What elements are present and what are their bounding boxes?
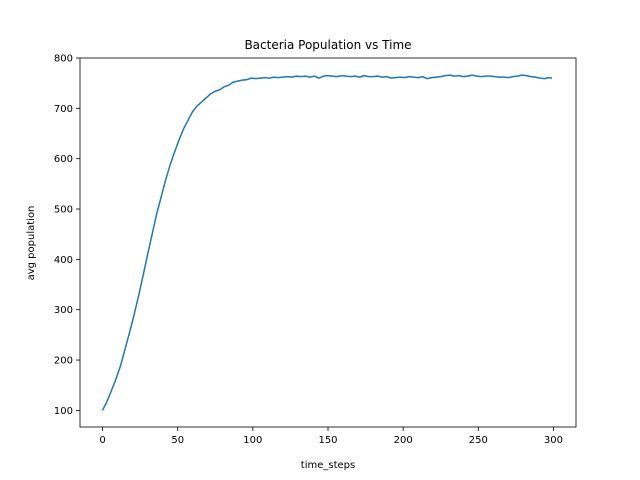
x-tick-label: 0 — [99, 435, 105, 446]
x-tick-label: 100 — [243, 435, 262, 446]
y-axis-label: avg population — [26, 206, 37, 281]
x-tick-label: 250 — [469, 435, 488, 446]
y-tick-label: 600 — [54, 154, 73, 165]
x-tick-label: 300 — [544, 435, 563, 446]
x-axis-label: time_steps — [301, 460, 355, 471]
y-tick-label: 700 — [54, 104, 73, 115]
y-tick-label: 200 — [54, 356, 73, 367]
y-tick-label: 300 — [54, 305, 73, 316]
x-tick-label: 200 — [394, 435, 413, 446]
chart-title: Bacteria Population vs Time — [244, 38, 411, 52]
x-tick-label: 50 — [171, 435, 184, 446]
y-tick-label: 400 — [54, 255, 73, 266]
plot-area — [101, 74, 553, 411]
y-tick-label: 500 — [54, 205, 73, 216]
series-line-0 — [101, 74, 553, 411]
axes: 0 50 100 150 200 250 300 100 200 300 400 500 600 700 8… — [54, 54, 577, 446]
y-tick-label: 800 — [54, 54, 73, 65]
x-tick-label: 150 — [318, 435, 337, 446]
y-tick-label: 100 — [54, 406, 73, 417]
